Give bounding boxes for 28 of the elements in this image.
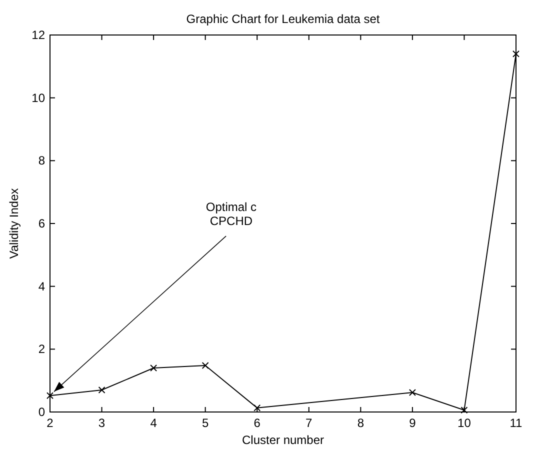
y-tick-label: 4 — [38, 279, 46, 294]
x-tick-label: 6 — [254, 416, 261, 430]
y-axis-title: Validity Index — [7, 188, 21, 259]
y-tick-label: 8 — [38, 154, 46, 168]
x-tick-label: 7 — [306, 416, 313, 430]
point — [202, 362, 209, 370]
point — [512, 50, 520, 58]
y-tick-label: 0 — [38, 405, 46, 419]
point — [460, 406, 468, 414]
point — [98, 386, 106, 394]
x-tick-label: 8 — [357, 416, 364, 430]
x-tick-label: 10 — [458, 416, 472, 430]
point — [408, 389, 416, 396]
x-tick-label: 5 — [202, 416, 209, 430]
x-tick-label: 2 — [46, 416, 54, 430]
x-axis-title: Cluster number — [242, 433, 324, 447]
annotation: Optimal c CPCHD — [206, 200, 257, 228]
y-tick-label: 2 — [38, 342, 46, 356]
x-tick-label: 9 — [409, 416, 416, 430]
x-tick-label: 4 — [150, 416, 158, 430]
x-tick-label: 11 — [510, 416, 523, 430]
x-tick-label: 3 — [98, 416, 106, 430]
chart-title: Graphic Chart for Leukemia data set — [186, 12, 380, 26]
y-tick-label: 10 — [32, 90, 46, 105]
y-tick-label: 6 — [38, 216, 46, 230]
y-tick-label: 12 — [32, 28, 46, 42]
point — [150, 364, 158, 372]
point — [254, 404, 261, 412]
